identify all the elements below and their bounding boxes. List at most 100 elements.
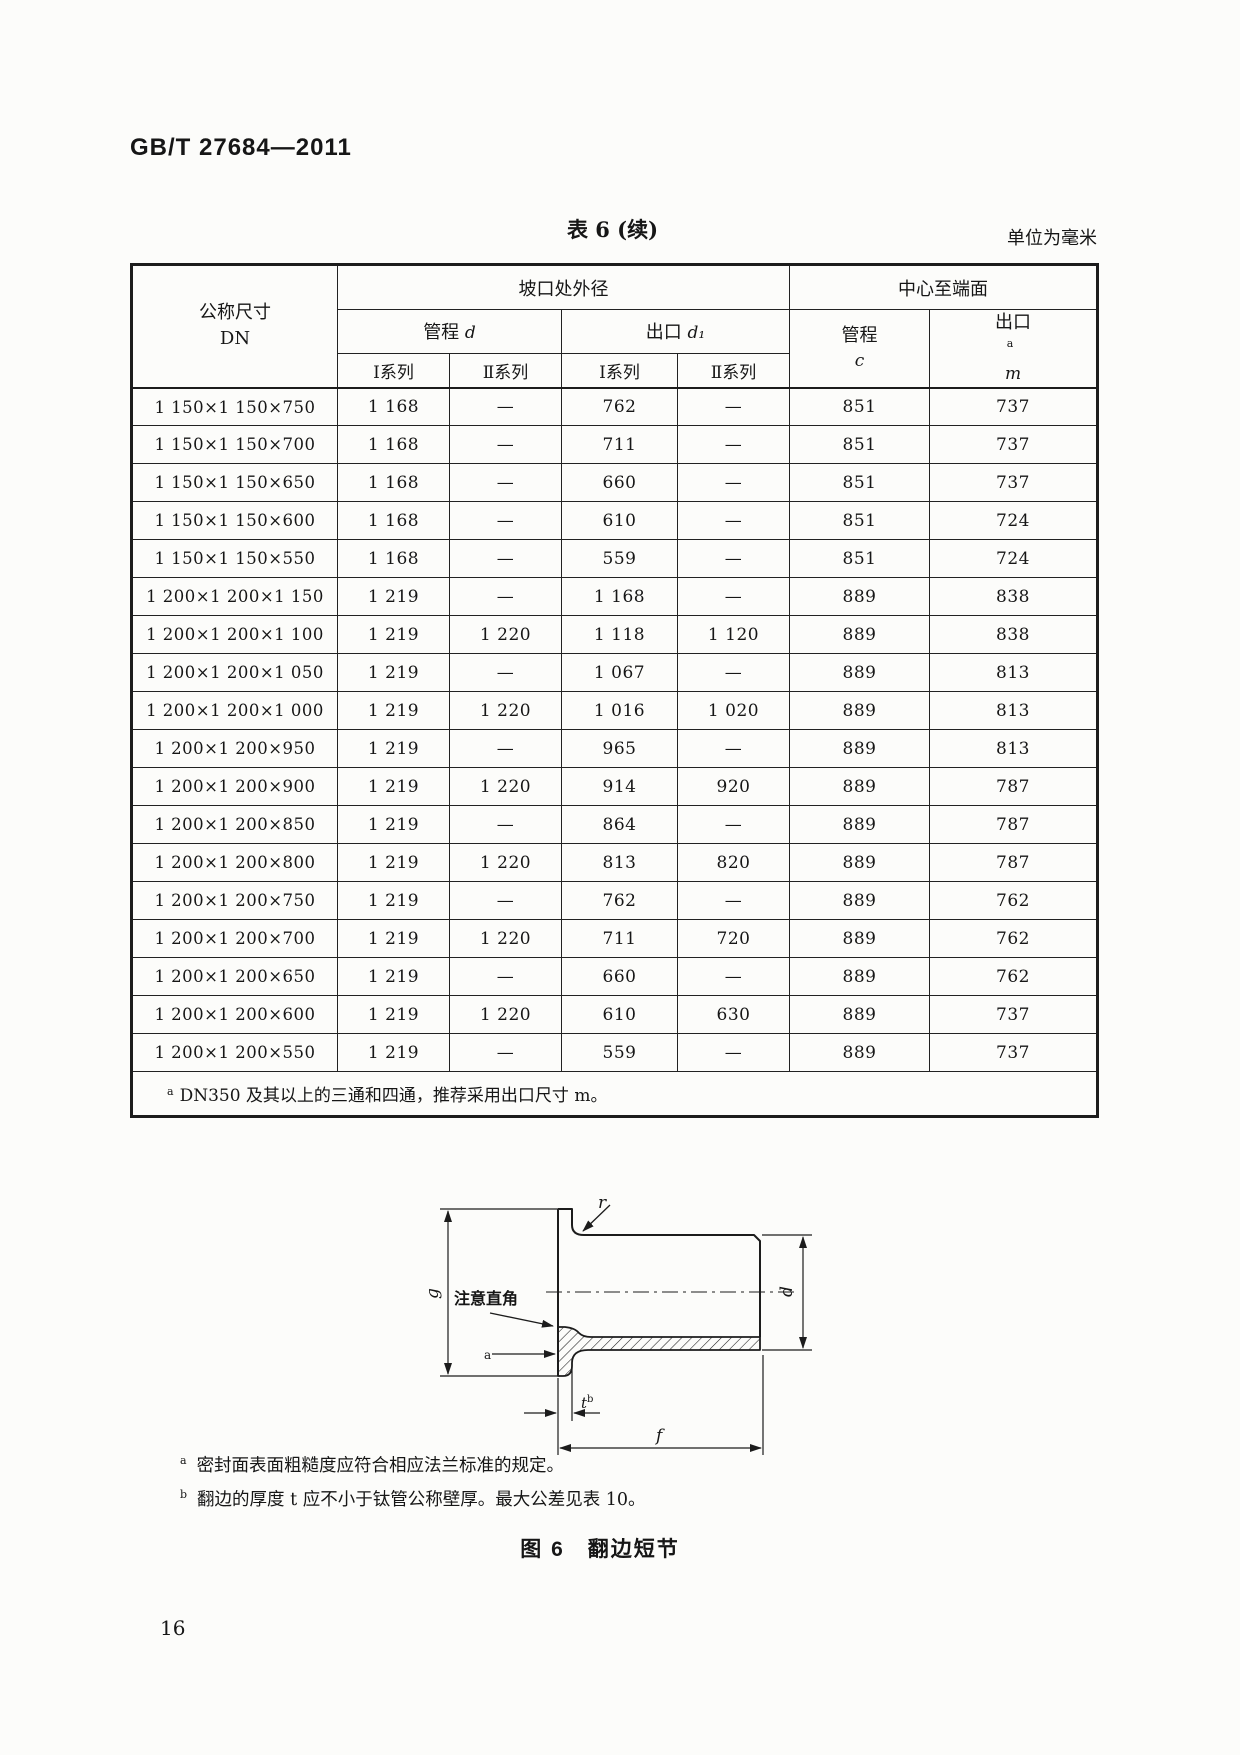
table-row: 1 200×1 200×550 1 219 — 559 — 889 737 [131,1033,1098,1073]
outlet-m-symbol: m [1004,364,1022,385]
table-row: 1 150×1 150×700 1 168 — 711 — 851 737 [131,425,1098,465]
cell-m: 737 [929,1033,1098,1073]
cell-dn: 1 150×1 150×600 [131,501,338,541]
cell-d1-series1: 813 [561,843,678,883]
cell-dn: 1 200×1 200×1 050 [131,653,338,693]
cell-d1-series1: 762 [561,881,678,921]
table-row: 1 200×1 200×1 050 1 219 — 1 067 — 889 81… [131,653,1098,693]
label-r: r [598,1193,607,1213]
table-footnote-sup: a [167,1084,174,1098]
cell-c: 851 [789,463,930,503]
cell-d-series2: — [449,501,562,541]
dimension-f [559,1355,764,1455]
cell-m: 813 [929,653,1098,693]
table-row: 1 200×1 200×650 1 219 — 660 — 889 762 [131,957,1098,997]
header-center-to-end: 中心至端面 [789,264,1098,310]
header-series1-d1: Ⅰ系列 [561,352,678,389]
run-c-symbol: c [854,351,865,372]
table-row: 1 200×1 200×900 1 219 1 220 914 920 889 … [131,767,1098,807]
cell-dn: 1 200×1 200×800 [131,843,338,883]
cell-dn: 1 200×1 200×650 [131,957,338,997]
figure-footnote-a: a 密封面表面粗糙度应符合相应法兰标准的规定。 [180,1455,940,1475]
figure-footnotes: a 密封面表面粗糙度应符合相应法兰标准的规定。 b 翻边的厚度 t 应不小于钛管公称… [180,1455,940,1524]
figure-footnote-b-sup: b [180,1488,188,1502]
cell-m: 724 [929,501,1098,541]
right-angle-arrow [489,1312,554,1328]
cell-d-series2: 1 220 [449,995,562,1035]
table-row: 1 200×1 200×1 100 1 219 1 220 1 118 1 12… [131,615,1098,655]
outlet-m-label: 出口 a [932,310,1094,362]
cell-d-series1: 1 219 [337,767,450,807]
cell-m: 737 [929,425,1098,465]
figure-stub-end: g r 注意直角 a d [360,1075,840,1470]
cell-d-series1: 1 219 [337,805,450,845]
cell-d1-series2: 920 [677,767,790,807]
cell-d1-series2: — [677,501,790,541]
cell-dn: 1 150×1 150×650 [131,463,338,503]
cell-dn: 1 200×1 200×850 [131,805,338,845]
cell-d1-series2: — [677,805,790,845]
header-dn-sub: DN [219,328,251,350]
cell-c: 889 [789,615,930,655]
r-leader-arrow [582,1204,611,1232]
label-f: f [654,1426,665,1446]
cell-dn: 1 200×1 200×900 [131,767,338,807]
cell-m: 737 [929,995,1098,1035]
cell-m: 762 [929,919,1098,959]
cell-dn: 1 200×1 200×750 [131,881,338,921]
cell-m: 762 [929,957,1098,997]
cell-dn: 1 200×1 200×1 000 [131,691,338,731]
cell-d-series1: 1 219 [337,691,450,731]
cell-m: 813 [929,691,1098,731]
cell-d-series1: 1 168 [337,501,450,541]
cell-d1-series1: 1 016 [561,691,678,731]
run-c-label: 管程 [841,325,878,347]
cell-d1-series1: 1 168 [561,577,678,617]
cell-c: 889 [789,805,930,845]
dimension-d [762,1234,812,1351]
cell-d1-series1: 559 [561,539,678,579]
outlet-d1-symbol: d₁ [687,323,706,344]
table-body: 1 150×1 150×750 1 168 — 762 — 851 737 1 … [131,387,1098,1073]
cell-d1-series2: 1 020 [677,691,790,731]
cell-d-series1: 1 219 [337,615,450,655]
cell-d1-series1: 762 [561,387,678,427]
cell-c: 851 [789,501,930,541]
cell-c: 889 [789,843,930,883]
cell-dn: 1 200×1 200×1 150 [131,577,338,617]
cell-c: 889 [789,1033,930,1073]
cell-d-series2: 1 220 [449,615,562,655]
cell-d1-series2: — [677,577,790,617]
label-g: g [423,1288,443,1299]
cell-d-series2: — [449,805,562,845]
cell-d-series2: — [449,425,562,465]
cell-d1-series2: — [677,1033,790,1073]
table-row: 1 200×1 200×700 1 219 1 220 711 720 889 … [131,919,1098,959]
header-series2-d: Ⅱ系列 [449,352,562,389]
cell-d1-series1: 711 [561,919,678,959]
cell-d-series1: 1 219 [337,957,450,997]
cell-m: 838 [929,615,1098,655]
header-groove-od: 坡口处外径 [337,264,790,310]
cell-m: 787 [929,767,1098,807]
cell-dn: 1 150×1 150×550 [131,539,338,579]
cell-d-series2: 1 220 [449,691,562,731]
cell-dn: 1 200×1 200×700 [131,919,338,959]
cell-m: 724 [929,539,1098,579]
cell-d-series1: 1 168 [337,463,450,503]
cell-d-series2: — [449,881,562,921]
figure-footnote-b-text: 翻边的厚度 t 应不小于钛管公称壁厚。最大公差见表 10。 [197,1490,646,1511]
cell-d1-series2: — [677,463,790,503]
cell-d-series1: 1 219 [337,1033,450,1073]
stub-end-drawing: g r 注意直角 a d [423,1193,812,1455]
cell-c: 889 [789,957,930,997]
cell-dn: 1 150×1 150×750 [131,387,338,427]
header-series2-d1: Ⅱ系列 [677,352,790,389]
cell-d1-series1: 864 [561,805,678,845]
cell-d-series2: 1 220 [449,767,562,807]
cell-d-series2: — [449,729,562,769]
cell-c: 889 [789,691,930,731]
cell-c: 889 [789,995,930,1035]
table-row: 1 200×1 200×800 1 219 1 220 813 820 889 … [131,843,1098,883]
header-series1-d: Ⅰ系列 [337,352,450,389]
